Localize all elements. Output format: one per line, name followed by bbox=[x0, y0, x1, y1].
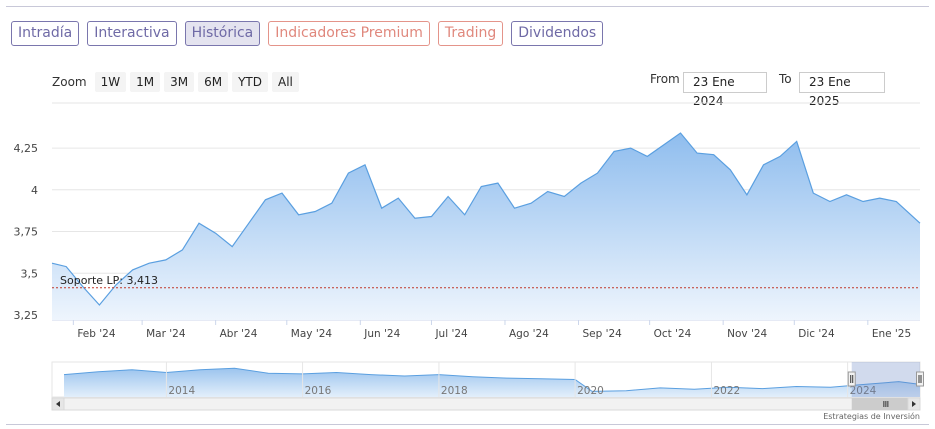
x-tick-label: Jun '24 bbox=[363, 328, 400, 340]
bottom-divider bbox=[6, 424, 929, 425]
x-tick-label: Ene '25 bbox=[872, 328, 911, 340]
from-date-input[interactable]: 23 Ene 2024 bbox=[683, 72, 767, 108]
support-label: Soporte LP: 3,413 bbox=[60, 274, 158, 287]
x-tick-label: Jul '24 bbox=[434, 328, 468, 340]
navigator-year-label: 2024 bbox=[850, 385, 877, 397]
navigator-right-handle[interactable] bbox=[916, 371, 924, 387]
navigator-frame bbox=[51, 361, 921, 398]
navigator-selection[interactable] bbox=[851, 362, 920, 397]
zoom-label: Zoom bbox=[52, 75, 87, 89]
chart-credits: Estrategias de Inversión bbox=[823, 411, 920, 421]
arrow-right-icon bbox=[912, 401, 916, 407]
price-area bbox=[52, 133, 920, 320]
arrow-left-icon bbox=[56, 401, 60, 407]
tab-dividendos[interactable]: Dividendos bbox=[511, 21, 604, 46]
navigator-year-label: 2022 bbox=[713, 385, 740, 397]
zoom-6m-button[interactable]: 6M bbox=[198, 72, 229, 92]
from-label: From bbox=[650, 72, 680, 86]
price-line bbox=[51, 132, 921, 306]
to-date-input[interactable]: 23 Ene 2025 bbox=[799, 72, 885, 108]
tab-intradía[interactable]: Intradía bbox=[11, 21, 80, 46]
y-tick-label: 3,5 bbox=[21, 267, 39, 280]
to-label: To bbox=[779, 72, 792, 86]
y-tick-label: 4 bbox=[31, 184, 38, 197]
x-tick-label: Nov '24 bbox=[727, 328, 767, 340]
navigator-year-label: 2018 bbox=[441, 385, 468, 397]
x-tick-label: Ago '24 bbox=[509, 328, 549, 340]
navigator-left-handle[interactable] bbox=[847, 371, 856, 387]
x-tick-label: Oct '24 bbox=[654, 328, 692, 340]
chart-tabs: Intradía Interactiva Histórica Indicadores … bbox=[11, 21, 604, 46]
navigator-line bbox=[63, 367, 921, 392]
zoom-bar: Zoom 1W 1M 3M 6M YTD All bbox=[52, 72, 299, 92]
zoom-3m-button[interactable]: 3M bbox=[164, 72, 195, 92]
zoom-1m-button[interactable]: 1M bbox=[130, 72, 161, 92]
zoom-all-button[interactable]: All bbox=[272, 72, 299, 92]
navigator-year-label: 2016 bbox=[305, 385, 332, 397]
zoom-1w-button[interactable]: 1W bbox=[94, 72, 127, 92]
tab-interactiva[interactable]: Interactiva bbox=[87, 21, 177, 46]
navigator-year-label: 2014 bbox=[168, 385, 195, 397]
y-tick-label: 4,25 bbox=[14, 142, 39, 155]
x-tick-label: Dic '24 bbox=[798, 328, 835, 340]
navigator-scrollbar[interactable] bbox=[51, 397, 921, 411]
tab-indicadores-premium[interactable]: Indicadores Premium bbox=[268, 21, 430, 46]
top-divider bbox=[6, 6, 929, 7]
tab-trading[interactable]: Trading bbox=[437, 21, 504, 46]
zoom-ytd-button[interactable]: YTD bbox=[232, 72, 268, 92]
x-tick-label: Mar '24 bbox=[146, 328, 186, 340]
tab-histórica[interactable]: Histórica bbox=[184, 21, 261, 46]
y-tick-label: 3,75 bbox=[14, 226, 39, 239]
navigator-year-label: 2020 bbox=[577, 385, 604, 397]
x-tick-label: May '24 bbox=[291, 328, 333, 340]
x-tick-label: Feb '24 bbox=[77, 328, 115, 340]
x-tick-label: Sep '24 bbox=[582, 328, 622, 340]
y-tick-label: 3,25 bbox=[14, 309, 39, 322]
scrollbar-thumb[interactable] bbox=[851, 398, 920, 410]
scrollbar-right-button[interactable] bbox=[907, 397, 921, 411]
x-tick-label: Abr '24 bbox=[220, 328, 258, 340]
navigator-area bbox=[64, 368, 920, 397]
scrollbar-left-button[interactable] bbox=[51, 397, 65, 411]
